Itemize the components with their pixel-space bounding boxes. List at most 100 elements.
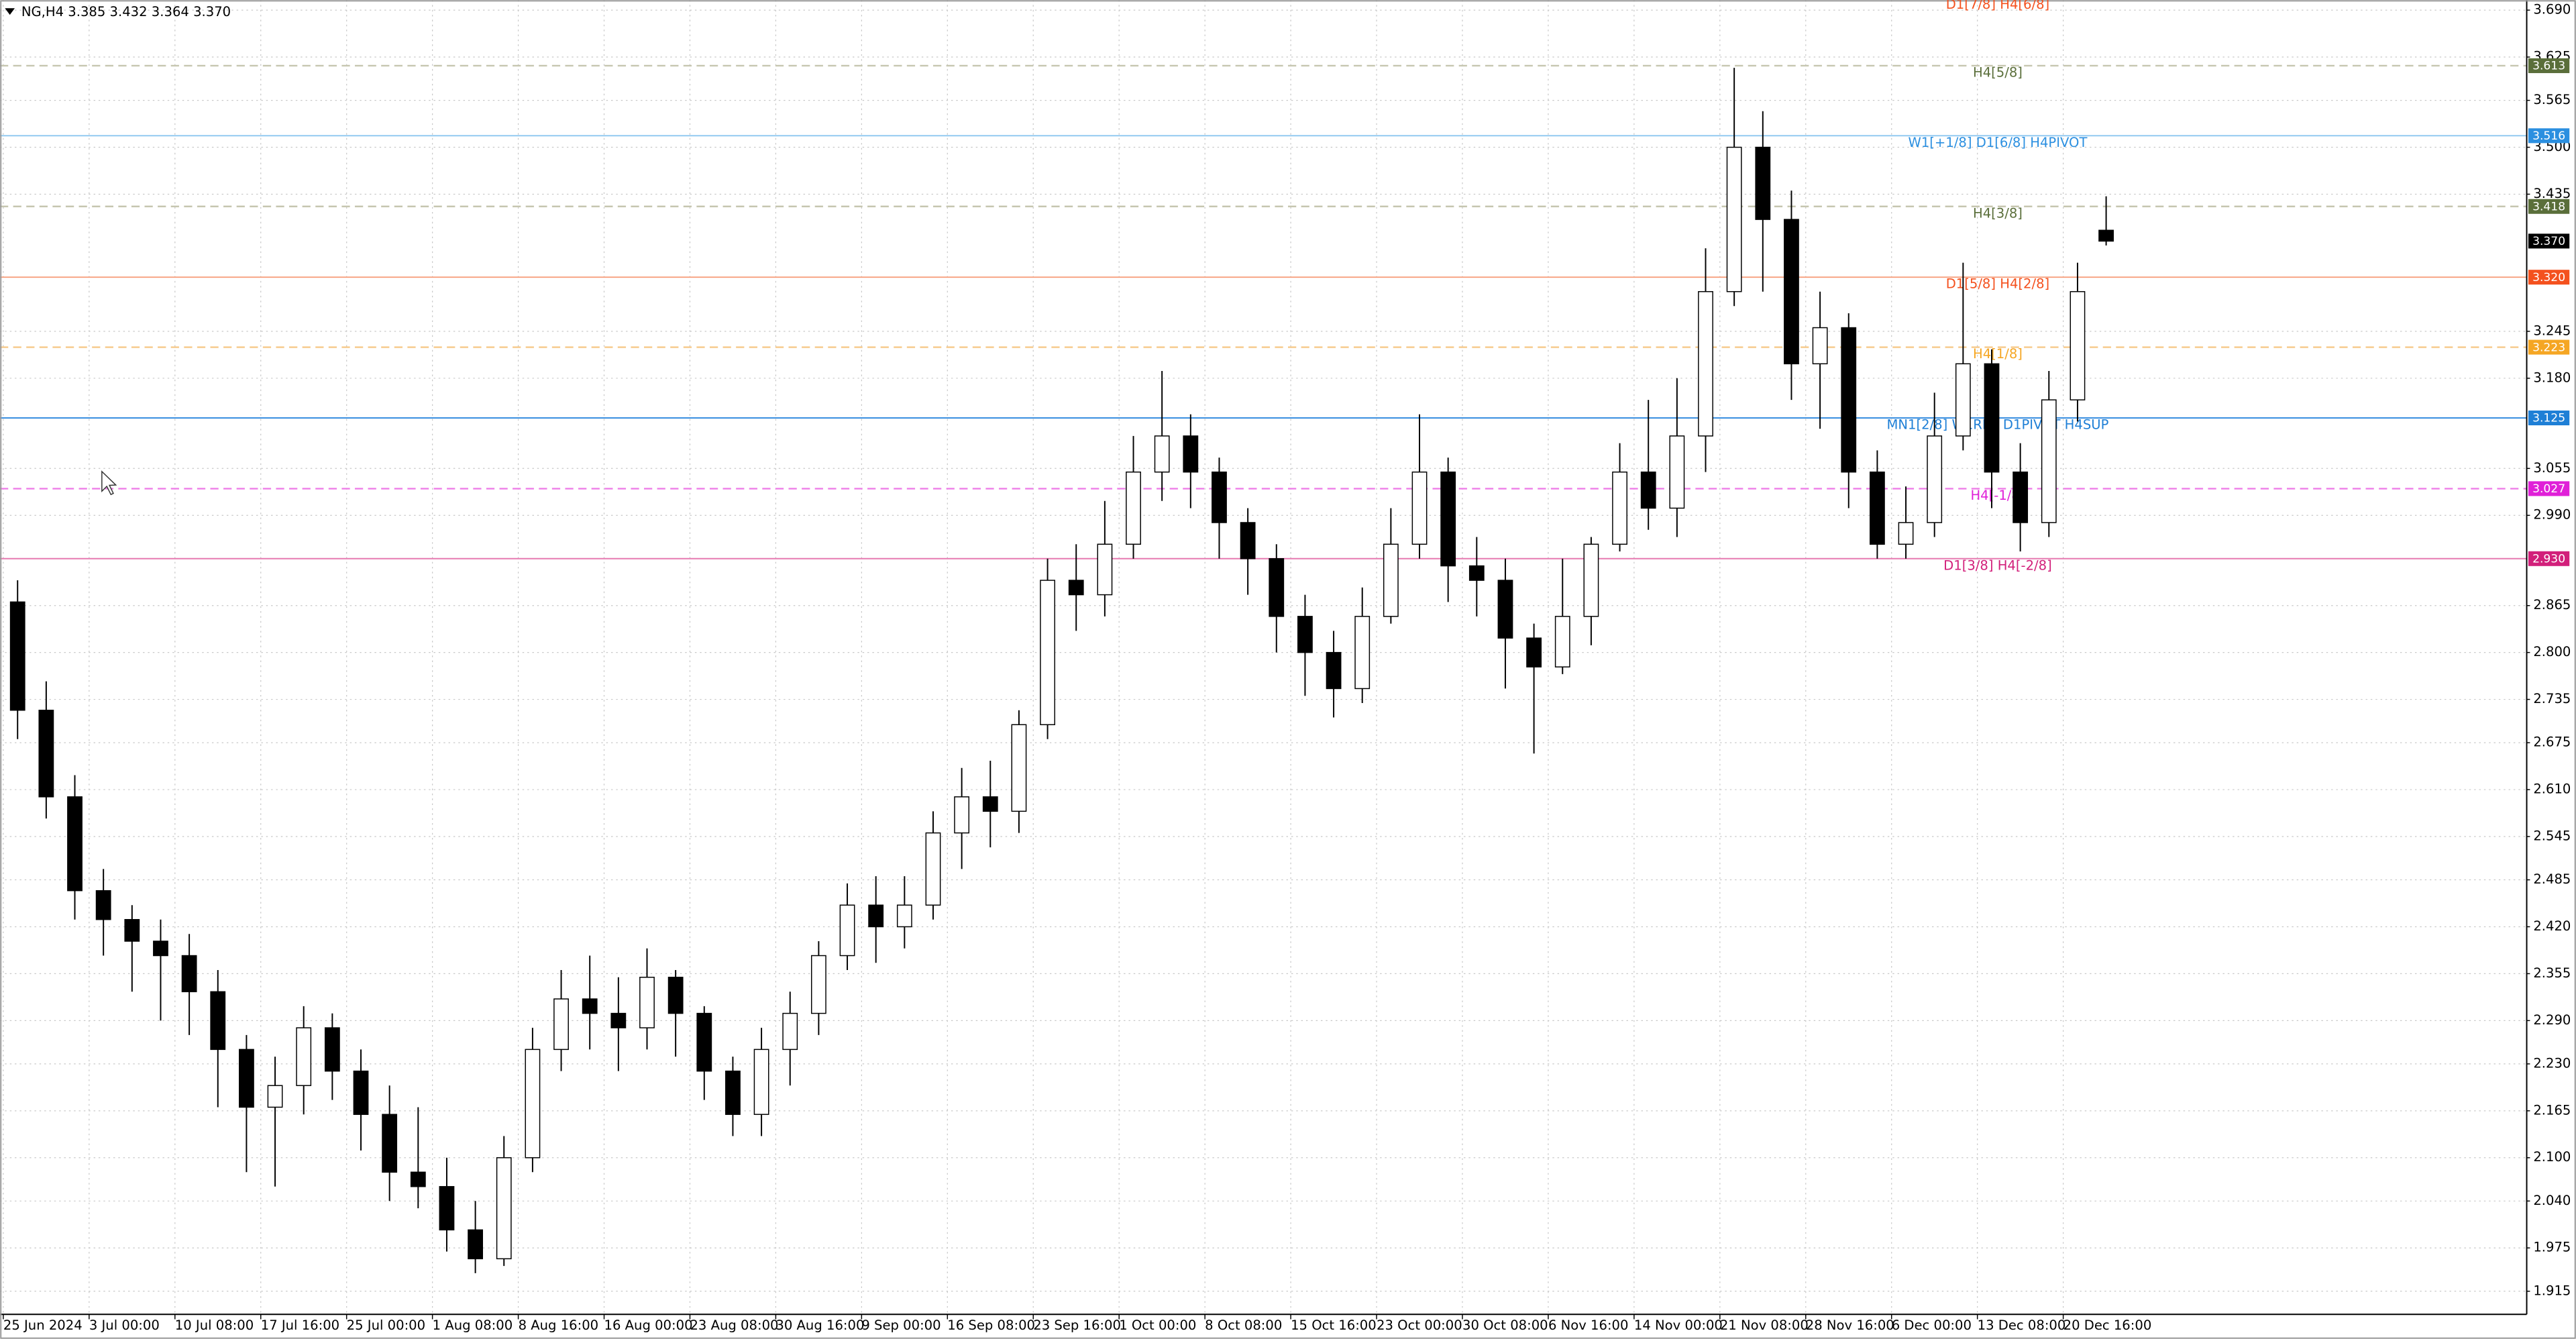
candle-body xyxy=(1126,471,1141,545)
y-tick-label: 2.675 xyxy=(2533,735,2571,750)
candle-body xyxy=(1011,724,1027,812)
chart-title: NG,H4 3.385 3.432 3.364 3.370 xyxy=(21,4,231,19)
candle-body xyxy=(1554,616,1570,667)
level-price-label: 3.223 xyxy=(2532,341,2565,354)
level-name: H4[-1/8] xyxy=(1970,488,2025,503)
candle-body xyxy=(382,1114,398,1173)
candle-body xyxy=(468,1229,484,1260)
symbol-menu[interactable] xyxy=(5,8,15,15)
x-tick-label: 10 Jul 08:00 xyxy=(175,1318,254,1333)
candle-body xyxy=(582,998,598,1014)
candle-body xyxy=(1154,435,1170,473)
candle-body xyxy=(696,1012,712,1072)
level-name: W1[+1/8] D1[6/8] H4PIVOT xyxy=(1908,135,2088,150)
level-price-box xyxy=(2528,270,2570,285)
candle-body xyxy=(1440,471,1456,567)
level-name: H4[1/8] xyxy=(1973,346,2023,362)
candle-body xyxy=(210,991,226,1051)
x-tick-label: 3 Jul 00:00 xyxy=(89,1318,160,1333)
y-tick-label: 3.180 xyxy=(2533,370,2571,385)
candle-body xyxy=(239,1049,254,1108)
candle-body xyxy=(1183,435,1199,473)
candle-body xyxy=(1612,471,1627,545)
level-price-box xyxy=(2528,128,2570,144)
candle-body xyxy=(1984,363,2000,473)
x-tick-label: 8 Aug 16:00 xyxy=(519,1318,599,1333)
x-tick-label: 1 Aug 08:00 xyxy=(433,1318,513,1333)
candle-body xyxy=(1870,471,1885,545)
level-price-box xyxy=(2528,410,2570,425)
candle-body xyxy=(267,1085,283,1108)
y-tick-label: 2.735 xyxy=(2533,691,2571,706)
candle-body xyxy=(439,1186,455,1231)
level-price-label: 3.613 xyxy=(2532,60,2565,73)
candle-body xyxy=(2012,471,2029,523)
x-tick-label: 6 Dec 00:00 xyxy=(1892,1318,1972,1333)
x-tick-label: 23 Oct 00:00 xyxy=(1377,1318,1462,1333)
y-tick-label: 3.055 xyxy=(2533,460,2571,476)
y-tick-label: 3.690 xyxy=(2533,2,2571,17)
level-price-label: 3.516 xyxy=(2532,129,2565,143)
candle-body xyxy=(1583,543,1599,617)
y-tick-label: 2.040 xyxy=(2533,1193,2571,1208)
y-tick-label: 2.290 xyxy=(2533,1012,2571,1028)
level-price-box xyxy=(2528,339,2570,355)
y-tick-label: 2.610 xyxy=(2533,782,2571,797)
candle-body xyxy=(67,796,83,892)
candle-body xyxy=(2070,290,2086,400)
x-tick-label: 14 Nov 00:00 xyxy=(1634,1318,1723,1333)
candle-body xyxy=(1784,219,1799,365)
x-tick-label: 16 Aug 00:00 xyxy=(604,1318,693,1333)
candle-body xyxy=(1812,327,1828,365)
level-name: D1[5/8] H4[2/8] xyxy=(1946,276,2050,292)
candle-body xyxy=(1526,637,1542,667)
y-tick-label: 2.355 xyxy=(2533,965,2571,981)
labels: 3.6903.6253.5653.5003.4353.2453.1803.055… xyxy=(3,2,2571,1333)
candle-body xyxy=(2041,399,2057,523)
y-tick-label: 2.485 xyxy=(2533,871,2571,887)
candle-body xyxy=(181,955,197,993)
candle-body xyxy=(1698,290,1713,437)
x-tick-label: 21 Nov 08:00 xyxy=(1720,1318,1809,1333)
y-tick-label: 2.100 xyxy=(2533,1149,2571,1165)
level-price-label: 3.320 xyxy=(2532,271,2565,284)
y-tick-label: 3.435 xyxy=(2533,186,2571,201)
x-tick-label: 30 Oct 08:00 xyxy=(1462,1318,1548,1333)
y-tick-label: 2.990 xyxy=(2533,507,2571,523)
candle-body xyxy=(1755,146,1771,220)
y-tick-label: 3.565 xyxy=(2533,92,2571,107)
candle-body xyxy=(296,1027,312,1086)
x-tick-label: 8 Oct 08:00 xyxy=(1205,1318,1282,1333)
x-tick-label: 28 Nov 16:00 xyxy=(1806,1318,1894,1333)
y-tick-label: 1.915 xyxy=(2533,1283,2571,1298)
candle-body xyxy=(810,955,826,1014)
level-price-label: 2.930 xyxy=(2532,553,2565,566)
y-tick-label: 2.545 xyxy=(2533,828,2571,843)
level-price-box xyxy=(2528,58,2570,73)
candles xyxy=(9,68,2114,1273)
candle-body xyxy=(1468,565,1485,581)
x-tick-label: 25 Jul 00:00 xyxy=(347,1318,425,1333)
candle-body xyxy=(753,1049,769,1115)
candle-body xyxy=(1097,543,1113,596)
level-name: H4[3/8] xyxy=(1973,205,2023,221)
level-price-label: 3.418 xyxy=(2532,200,2565,213)
candle-body xyxy=(1212,471,1227,523)
candle-body xyxy=(324,1027,340,1072)
x-tick-label: 15 Oct 16:00 xyxy=(1291,1318,1377,1333)
candle-body xyxy=(525,1049,541,1159)
candle-body xyxy=(1927,435,1943,523)
candle-body xyxy=(1640,471,1656,509)
candle-body xyxy=(896,904,912,928)
candle-body xyxy=(38,709,54,798)
top-level-label: D1[7/8] H4[6/8] xyxy=(1946,0,2050,12)
x-tick-label: 9 Sep 00:00 xyxy=(861,1318,941,1333)
candle-body xyxy=(1269,558,1285,617)
candle-body xyxy=(1726,146,1742,292)
x-tick-label: 25 Jun 2024 xyxy=(3,1318,83,1333)
y-tick-label: 2.800 xyxy=(2533,644,2571,659)
grid xyxy=(0,0,2530,1320)
